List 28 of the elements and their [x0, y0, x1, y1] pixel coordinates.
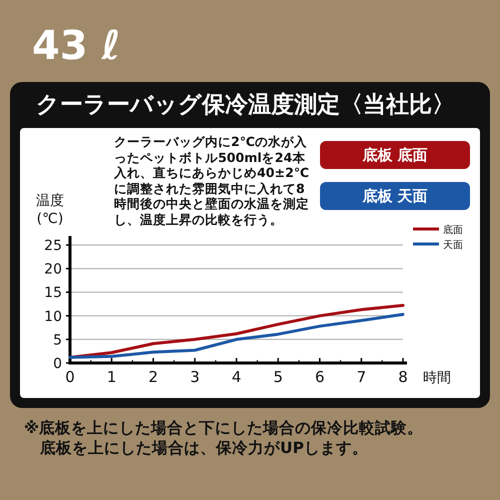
x-tick-label: 3 [190, 368, 200, 386]
y-tick-label: 0 [53, 356, 62, 372]
x-tick-label: 2 [148, 368, 158, 386]
line-series [68, 312, 404, 359]
x-axis-title: 時間 [423, 370, 451, 386]
x-tick-label: 5 [273, 368, 283, 386]
chart-subtitle: クーラーバッグ保冷温度測定〈当社比〉 [36, 91, 455, 120]
legend-label: 底面 [443, 224, 463, 236]
y-tick-label: 15 [44, 285, 62, 302]
text: 底板を上にした場合は、保冷力がUPします。 [40, 438, 368, 458]
line-series [68, 304, 404, 359]
y-axis-title: 温度 (℃) [36, 193, 64, 227]
x-tick-label: 8 [398, 368, 408, 386]
x-tick-label: 7 [356, 368, 366, 386]
x-tick-label: 1 [106, 368, 116, 386]
text: 底板 底面 [320, 141, 470, 169]
legend-label: 天面 [443, 240, 463, 251]
y-tick-label: 20 [44, 262, 62, 278]
y-tick-label: 25 [44, 238, 62, 254]
chart-title: 43 ℓ [32, 22, 120, 70]
text: 底板 天面 [320, 182, 470, 210]
text: ※底板を上にした場合と下にした場合の保冷比較試験。 [24, 418, 424, 438]
x-tick-label: 4 [232, 368, 242, 386]
text: クーラーバッグ内に2℃の水が入ったペットボトル500mlを24本入れ、直ちにあらかじめ40±2℃に調整された雰囲気中に入れて8時間後の中央と壁面の水温を測定し、温度上昇の比較を行う。 [114, 134, 310, 227]
y-tick-label: 5 [53, 332, 62, 348]
x-tick-label: 6 [314, 368, 325, 386]
y-tick-label: 10 [44, 308, 62, 325]
x-tick-label: 0 [65, 368, 75, 386]
